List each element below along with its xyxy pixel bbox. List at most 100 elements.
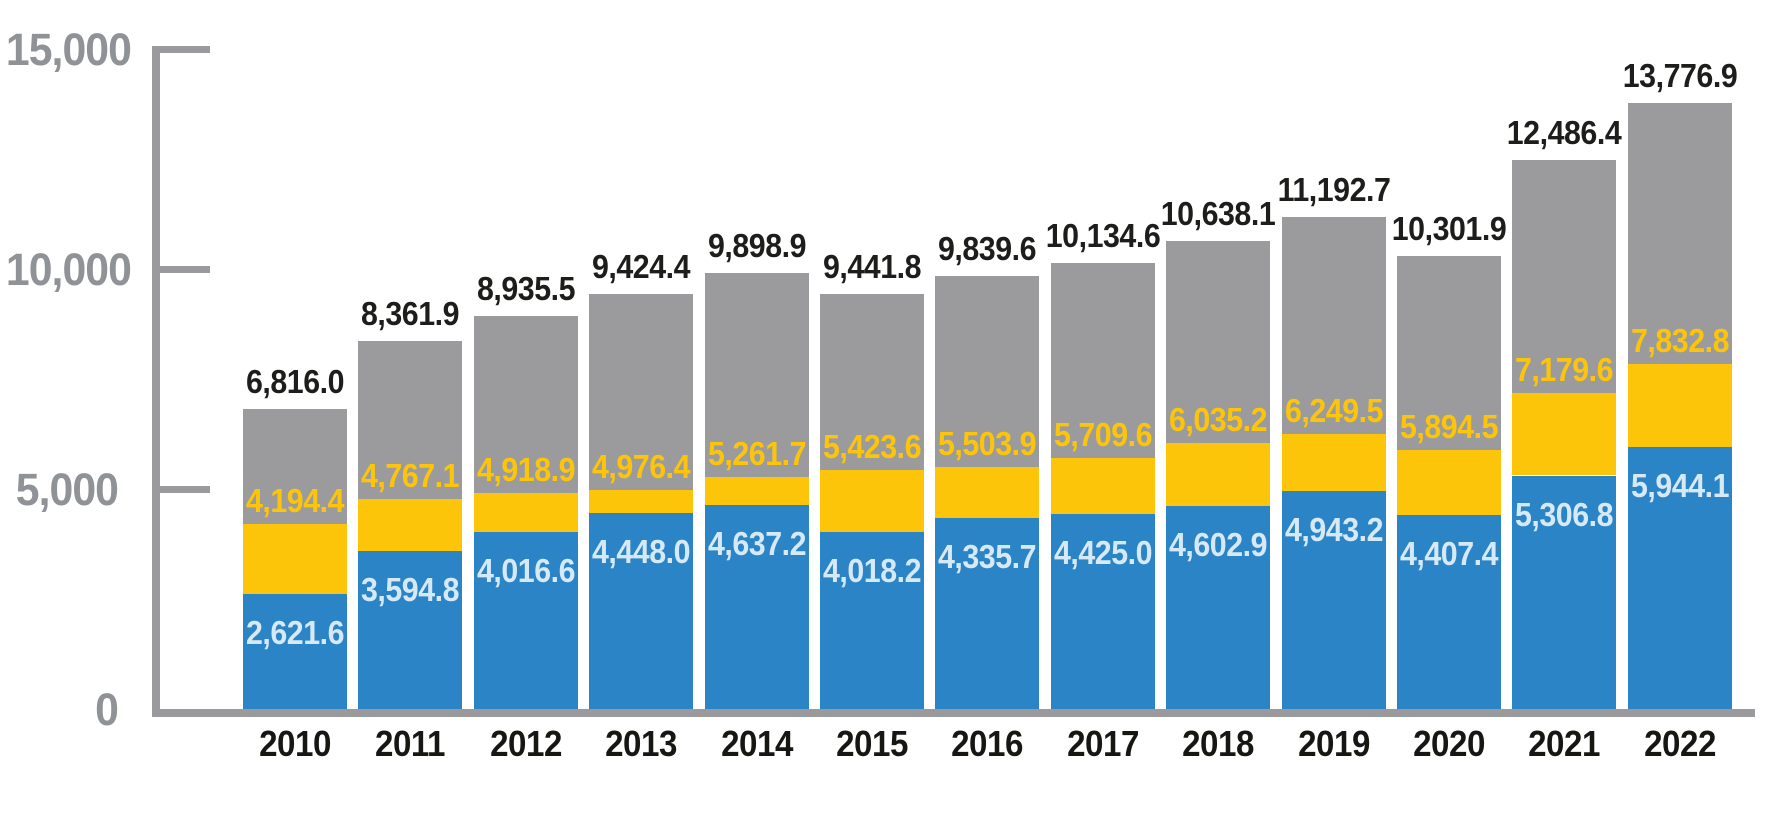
segment-blue <box>1627 447 1732 709</box>
year-label: 2021 <box>1528 723 1601 764</box>
segment-gray <box>473 315 578 493</box>
segment-blue <box>358 550 463 709</box>
y-tick-mark <box>152 45 210 53</box>
mid-label: 6,035.2 <box>1169 401 1268 439</box>
segment-yellow <box>358 499 463 551</box>
segment-yellow <box>704 477 809 505</box>
segment-gray <box>589 294 694 491</box>
y-axis-line <box>152 48 160 717</box>
mid-label: 7,179.6 <box>1515 351 1614 389</box>
segment-yellow <box>820 470 924 533</box>
mid-label: 5,709.6 <box>1053 415 1153 453</box>
total-label: 10,134.6 <box>1045 217 1161 255</box>
segment-gray <box>1050 263 1155 458</box>
segment-gray <box>704 273 809 478</box>
total-label: 11,192.7 <box>1277 170 1391 208</box>
total-label: 9,898.9 <box>707 227 807 265</box>
segment-blue <box>589 513 694 709</box>
segment-yellow <box>589 490 694 514</box>
total-label: 9,839.6 <box>938 230 1037 268</box>
y-tick-mark <box>152 485 210 493</box>
segment-yellow <box>1512 393 1617 476</box>
total-label: 10,301.9 <box>1391 209 1507 247</box>
segment-yellow <box>243 524 347 594</box>
segment-gray <box>820 293 924 471</box>
segment-blue <box>1281 491 1386 709</box>
bar-2022 <box>1627 0 1732 709</box>
bottom-label: 4,335.7 <box>938 538 1037 576</box>
bar-2011 <box>358 0 463 709</box>
total-label: 8,935.5 <box>476 269 576 307</box>
segment-gray <box>1281 216 1386 435</box>
bar-2014 <box>704 0 809 709</box>
y-tick-label: 10,000 <box>5 244 132 295</box>
year-label: 2011 <box>375 723 446 764</box>
bottom-label: 3,594.8 <box>361 570 460 608</box>
year-label: 2020 <box>1413 723 1485 764</box>
bar-2012 <box>473 0 578 709</box>
segment-yellow <box>473 492 578 533</box>
bottom-label: 4,425.0 <box>1053 534 1153 572</box>
segment-yellow <box>1166 443 1271 507</box>
bottom-label: 2,621.6 <box>245 613 345 651</box>
y-tick-label: 0 <box>95 684 119 735</box>
year-label: 2017 <box>1066 723 1139 764</box>
bottom-label: 5,944.1 <box>1630 467 1730 505</box>
bar-2019 <box>1281 0 1386 709</box>
segment-blue <box>704 504 809 709</box>
y-tick-mark <box>152 265 210 273</box>
segment-blue <box>1050 514 1155 709</box>
total-label: 9,424.4 <box>592 248 691 286</box>
x-axis-line <box>152 709 1755 717</box>
mid-label: 4,767.1 <box>361 457 460 495</box>
segment-blue <box>1512 475 1617 709</box>
bottom-label: 4,448.0 <box>592 533 691 571</box>
bar-2017 <box>1050 0 1155 709</box>
total-label: 9,441.8 <box>822 247 922 285</box>
segment-yellow <box>1281 434 1386 492</box>
bottom-label: 5,306.8 <box>1515 495 1614 533</box>
segment-blue <box>1166 506 1271 709</box>
year-label: 2014 <box>720 723 793 764</box>
bar-2016 <box>935 0 1040 709</box>
segment-yellow <box>935 466 1040 519</box>
bottom-label: 4,943.2 <box>1284 511 1384 549</box>
segment-gray <box>1397 255 1501 450</box>
total-label: 8,361.9 <box>361 295 460 333</box>
year-label: 2016 <box>951 723 1024 764</box>
y-tick-label: 15,000 <box>5 24 132 75</box>
year-label: 2018 <box>1182 723 1255 764</box>
bottom-label: 4,637.2 <box>707 524 807 562</box>
mid-label: 5,894.5 <box>1399 407 1499 445</box>
y-tick-label: 5,000 <box>15 464 119 515</box>
mid-label: 4,918.9 <box>476 450 576 488</box>
bottom-label: 4,602.9 <box>1169 526 1268 564</box>
year-label: 2010 <box>259 723 331 764</box>
mid-label: 5,503.9 <box>938 424 1037 462</box>
bar-2015 <box>820 0 924 709</box>
segment-blue <box>1397 515 1501 709</box>
mid-label: 4,976.4 <box>592 448 691 486</box>
segment-gray <box>358 341 463 500</box>
segment-blue <box>473 532 578 709</box>
mid-label: 7,832.8 <box>1630 322 1730 360</box>
segment-gray <box>1512 159 1617 394</box>
segment-blue <box>935 518 1040 709</box>
bar-2018 <box>1166 0 1271 709</box>
segment-gray <box>1627 102 1732 365</box>
mid-label: 6,249.5 <box>1284 392 1384 430</box>
total-label: 12,486.4 <box>1507 113 1622 151</box>
bar-2020 <box>1397 0 1501 709</box>
total-label: 13,776.9 <box>1622 56 1738 94</box>
segment-gray <box>1166 240 1271 444</box>
segment-yellow <box>1397 449 1501 516</box>
segment-blue <box>243 593 347 709</box>
segment-blue <box>820 532 924 709</box>
mid-label: 4,194.4 <box>245 482 345 520</box>
year-label: 2022 <box>1643 723 1716 764</box>
year-label: 2013 <box>605 723 678 764</box>
bottom-label: 4,016.6 <box>476 552 576 590</box>
total-label: 10,638.1 <box>1160 194 1276 232</box>
